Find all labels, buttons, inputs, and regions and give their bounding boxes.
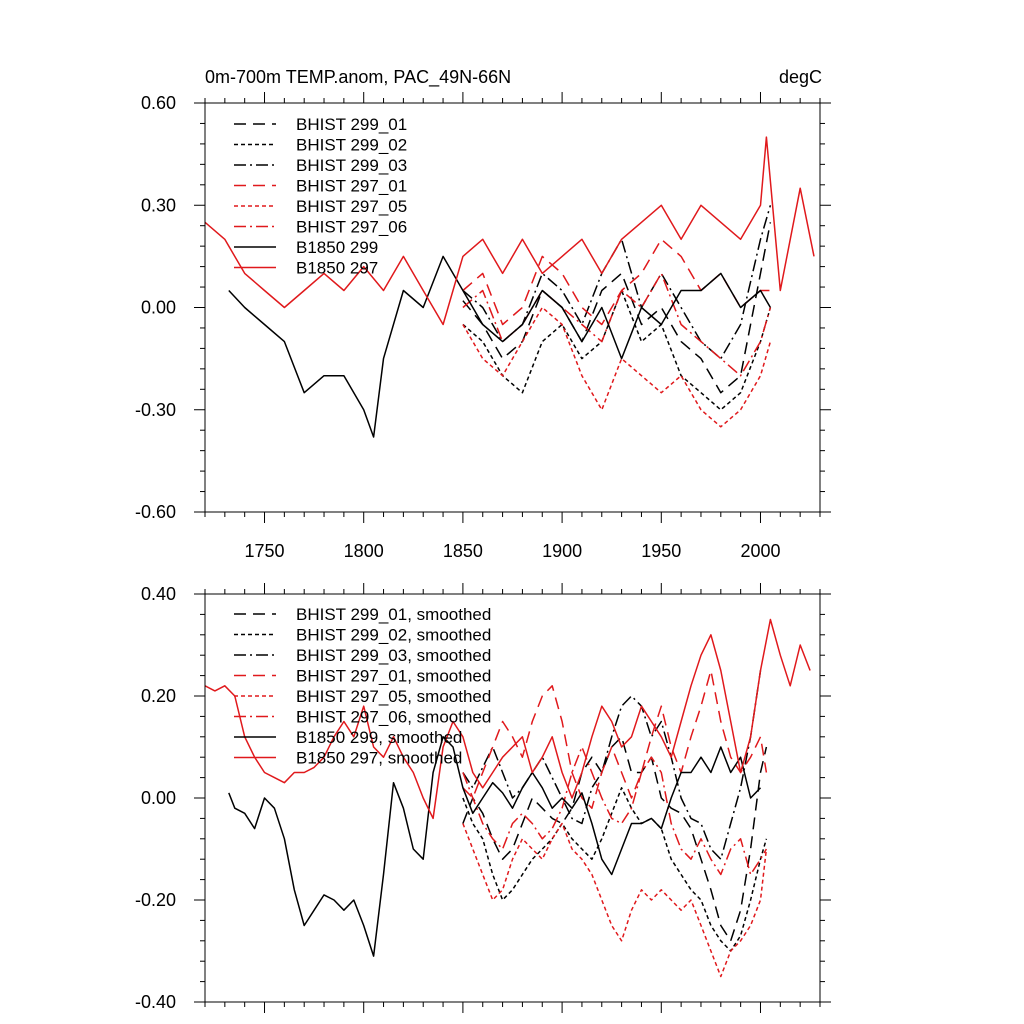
top-x-tick-label: 2000 — [740, 541, 780, 561]
bottom-series-group — [205, 618, 811, 978]
top-x-tick-label: 1950 — [641, 541, 681, 561]
bottom-series-line-2 — [462, 670, 762, 860]
top-legend-label-3: BHIST 297_01 — [296, 177, 407, 196]
bottom-legend-label-2: BHIST 299_03, smoothed — [296, 646, 491, 665]
bottom-panel: 0.40 0.20 0.00 -0.20 -0.40 BHIST 299_01, smoo… — [135, 583, 831, 1013]
top-legend-label-1: BHIST 299_02 — [296, 136, 407, 155]
top-legend-label-7: B1850 297 — [296, 259, 378, 278]
top-series-line-0 — [462, 222, 772, 394]
top-legend-label-2: BHIST 299_03 — [296, 156, 407, 175]
top-series-line-7 — [205, 136, 815, 326]
top-y-tick-label: 0.00 — [141, 298, 176, 318]
top-legend-label-0: BHIST 299_01 — [296, 115, 407, 134]
bottom-legend-label-4: BHIST 297_05, smoothed — [296, 687, 491, 706]
top-x-tick-label: 1750 — [244, 541, 284, 561]
top-legend-label-6: B1850 299 — [296, 238, 378, 257]
top-x-tick-label: 1900 — [542, 541, 582, 561]
bottom-series-line-6 — [228, 736, 762, 957]
bottom-series-line-1 — [462, 787, 768, 952]
top-panel-units: degC — [779, 67, 822, 87]
top-series-line-6 — [228, 255, 772, 438]
bottom-legend: BHIST 299_01, smoothed BHIST 299_02, smoo… — [234, 605, 491, 768]
bottom-series-line-7 — [205, 618, 811, 820]
top-x-tick-label: 1850 — [443, 541, 483, 561]
top-y-tick-label: 0.30 — [141, 195, 176, 215]
bottom-y-tick-label: 0.00 — [141, 788, 176, 808]
bottom-legend-label-1: BHIST 299_02, smoothed — [296, 626, 491, 645]
bottom-y-tick-label: -0.40 — [135, 992, 176, 1012]
bottom-series-line-3 — [462, 669, 768, 809]
top-legend-label-5: BHIST 297_06 — [296, 218, 407, 237]
top-series-group — [205, 136, 815, 438]
top-series-line-4 — [462, 306, 772, 428]
bottom-legend-label-5: BHIST 297_06, smoothed — [296, 708, 491, 727]
bottom-series-line-4 — [462, 822, 768, 978]
bottom-legend-label-7: B1850 297, smoothed — [296, 749, 462, 768]
top-legend-label-4: BHIST 297_05 — [296, 197, 407, 216]
top-series-line-3 — [462, 238, 771, 326]
top-panel: 0m-700m TEMP.anom, PAC_49N-66N degC 1750… — [135, 67, 831, 561]
bottom-y-tick-label: 0.40 — [141, 584, 176, 604]
bottom-y-tick-label: -0.20 — [135, 890, 176, 910]
top-y-tick-label: 0.60 — [141, 93, 176, 113]
bottom-y-tick-label: 0.20 — [141, 686, 176, 706]
top-series-line-5 — [462, 272, 772, 377]
top-y-tick-label: -0.60 — [135, 502, 176, 522]
bottom-legend-label-6: B1850 299, smoothed — [296, 728, 462, 747]
bottom-legend-label-0: BHIST 299_01, smoothed — [296, 605, 491, 624]
bottom-series-line-0 — [462, 736, 768, 942]
top-panel-title: 0m-700m TEMP.anom, PAC_49N-66N — [205, 67, 511, 88]
bottom-legend-label-3: BHIST 297_01, smoothed — [296, 667, 491, 686]
top-series-line-1 — [462, 289, 772, 411]
top-x-tick-label: 1800 — [344, 541, 384, 561]
bottom-series-line-5 — [462, 746, 768, 876]
top-y-tick-label: -0.30 — [135, 400, 176, 420]
